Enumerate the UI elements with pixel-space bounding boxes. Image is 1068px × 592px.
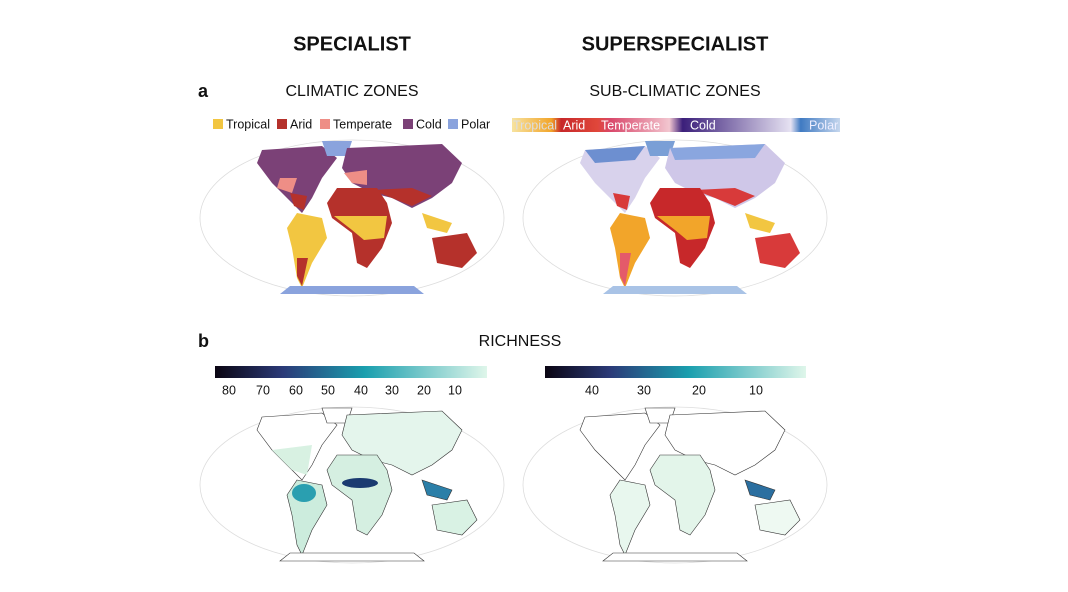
map-richness xyxy=(199,406,505,564)
colorbar-tick: 20 xyxy=(692,383,706,397)
legend-label: Polar xyxy=(809,118,838,132)
colorbar-tick: 20 xyxy=(417,383,431,397)
panel-title: RICHNESS xyxy=(479,333,562,350)
legend-swatch xyxy=(213,119,223,129)
colorbar-tick: 40 xyxy=(354,383,368,397)
colorbar-tick: 40 xyxy=(585,383,599,397)
legend-label: Polar xyxy=(461,117,490,131)
map-richness xyxy=(522,406,828,564)
colorbar-tick: 70 xyxy=(256,383,270,397)
panel-label: a xyxy=(198,81,209,101)
colorbar-tick: 60 xyxy=(289,383,303,397)
legend-label: Tropical xyxy=(226,117,270,131)
panel-title: CLIMATIC ZONES xyxy=(285,83,418,100)
legend-label: Cold xyxy=(416,117,442,131)
colorbar-ticks: 80 70 60 50 40 30 20 10 xyxy=(222,383,462,397)
legend-label: Arid xyxy=(290,117,312,131)
legend-label: Arid xyxy=(563,118,585,132)
legend-label: Temperate xyxy=(601,118,660,132)
panel-label: b xyxy=(198,331,209,351)
colorbar-tick: 80 xyxy=(222,383,236,397)
legend-swatch xyxy=(320,119,330,129)
legend: Tropical Arid Temperate Cold Polar xyxy=(213,117,490,131)
colorbar xyxy=(215,366,487,378)
legend-swatch xyxy=(403,119,413,129)
colorbar-tick: 10 xyxy=(749,383,763,397)
colorbar-tick: 30 xyxy=(385,383,399,397)
sub-legend-bar xyxy=(512,118,840,132)
legend-swatch xyxy=(277,119,287,129)
column-header: SPECIALIST xyxy=(293,33,411,55)
colorbar-tick: 50 xyxy=(321,383,335,397)
colorbar-tick: 10 xyxy=(448,383,462,397)
legend-label: Temperate xyxy=(333,117,392,131)
legend-label: Tropical xyxy=(513,118,557,132)
colorbar-tick: 30 xyxy=(637,383,651,397)
panel-title: SUB-CLIMATIC ZONES xyxy=(589,83,760,100)
legend-swatch xyxy=(448,119,458,129)
sub-legend: Tropical Arid Temperate Cold Polar xyxy=(512,118,840,132)
colorbar xyxy=(545,366,806,378)
column-header: SUPERSPECIALIST xyxy=(582,33,769,55)
legend-label: Cold xyxy=(690,118,716,132)
map-sub-climatic xyxy=(522,139,828,297)
colorbar-ticks: 40 30 20 10 xyxy=(585,383,763,397)
map-climatic xyxy=(199,139,505,297)
